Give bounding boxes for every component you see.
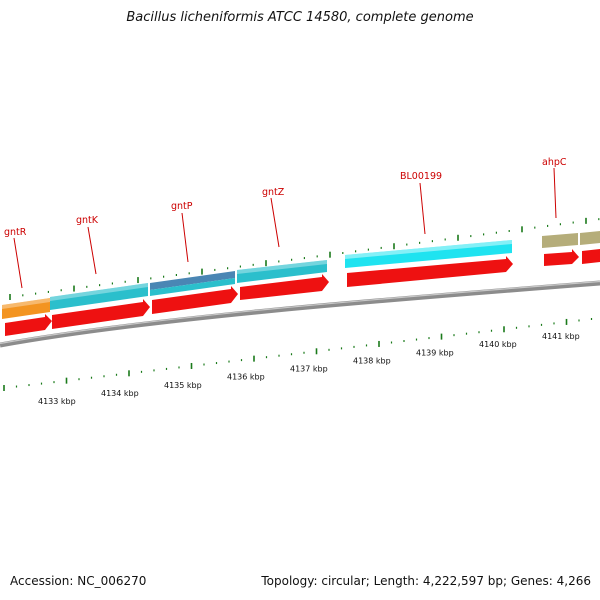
kbp-label: 4134 kbp [101,389,139,398]
kbp-label: 4136 kbp [227,373,265,382]
map-title: Bacillus licheniformis ATCC 14580, compl… [126,10,474,25]
feature-gntR[interactable] [2,298,50,319]
accession-label: Accession: NC_006270 [10,574,147,588]
kbp-label: 4138 kbp [353,356,391,365]
feature-gntK[interactable] [50,283,148,310]
outer-tick-row [9,217,600,300]
cds-arrow[interactable] [347,256,513,287]
gene-label-ahpC: ahpC [542,157,567,168]
kbp-label: 4140 kbp [479,340,517,349]
gene-label-gntP: gntP [171,201,193,212]
gene-label-lines [13,167,557,289]
kbp-label: 4139 kbp [416,348,454,357]
kbp-label-row: 4133 kbp 4134 kbp 4135 kbp 4136 kbp 4137 kbp… [38,332,580,406]
genome-backbone [0,280,600,348]
kbp-label: 4133 kbp [38,397,76,406]
inner-tick-row [3,317,593,391]
feature-gntZ[interactable] [237,260,327,283]
cds-arrow[interactable] [544,249,579,266]
cds-arrow[interactable] [152,286,238,314]
cds-track [5,249,600,336]
gene-label-gntR: gntR [4,227,27,238]
feature-gntP-lower[interactable] [150,278,235,296]
cds-arrow[interactable] [240,274,329,300]
genome-summary: Topology: circular; Length: 4,222,597 bp… [261,574,591,588]
kbp-label: 4141 kbp [542,332,580,341]
gene-label-gntZ: gntZ [262,187,285,198]
feature-ahpF[interactable] [580,231,600,245]
kbp-label: 4135 kbp [164,381,202,390]
gene-label-BL00199: BL00199 [400,171,442,182]
feature-BL00199[interactable] [345,240,512,268]
feature-gntP-upper[interactable] [150,271,235,290]
feature-track [2,231,600,319]
kbp-label: 4137 kbp [290,365,328,374]
cds-arrow[interactable] [52,299,150,329]
cds-arrow[interactable] [582,249,600,264]
gene-label-gntK: gntK [76,215,99,226]
feature-ahpC[interactable] [542,233,578,248]
cds-arrow[interactable] [5,314,52,336]
